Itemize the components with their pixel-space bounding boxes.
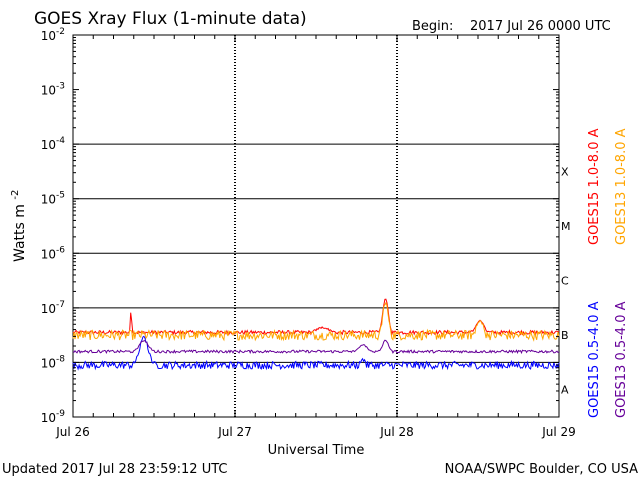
begin-value: 2017 Jul 26 0000 UTC (470, 19, 611, 34)
y-tick-base: 10 (41, 302, 56, 316)
legend-entry-goes13-1-0-8-0-a: GOES13 1.0-8.0 A (614, 128, 629, 245)
y-tick-exponent: -5 (56, 191, 65, 201)
flare-class-c: C (561, 275, 569, 288)
series-line-goes15-0-5-4-0-a (72, 335, 560, 371)
updated-timestamp: Updated 2017 Jul 28 23:59:12 UTC (2, 462, 227, 477)
x-axis-ticks: Jul 26 Jul 27 Jul 28 Jul 29 (55, 35, 576, 439)
flare-class-m: M (561, 220, 571, 233)
flare-class-b: B (561, 329, 569, 342)
y-tick-exponent: -2 (56, 27, 65, 37)
series-line-goes13-0-5-4-0-a (72, 339, 560, 355)
begin-label: Begin: (412, 19, 453, 34)
y-tick-label: 10-9 (41, 409, 66, 425)
y-tick-base: 10 (41, 138, 56, 152)
y-tick-exponent: -9 (56, 409, 65, 419)
y-tick-label: 10-3 (41, 82, 65, 98)
plot-area: 10-210-310-410-510-610-710-810-9 Jul 26 J… (41, 27, 576, 439)
legend-entry-goes15-1-0-8-0-a: GOES15 1.0-8.0 A (587, 128, 602, 245)
source-credit: NOAA/SWPC Boulder, CO USA (445, 462, 638, 477)
plot-frame (72, 34, 560, 418)
y-axis-label-superscript: -2 (10, 190, 21, 200)
y-tick-base: 10 (41, 411, 56, 425)
y-tick-exponent: -4 (56, 136, 65, 146)
y-tick-base: 10 (41, 84, 56, 98)
y-tick-label: 10-8 (41, 354, 66, 370)
y-tick-base: 10 (41, 356, 56, 370)
y-tick-label: 10-2 (41, 27, 65, 43)
y-tick-base: 10 (41, 29, 56, 43)
day-divider-lines (234, 35, 398, 417)
legend-entry-goes15-0-5-4-0-a: GOES15 0.5-4.0 A (587, 301, 602, 418)
series-group (72, 298, 560, 371)
x-tick-label: Jul 27 (217, 425, 252, 439)
legend: GOES15 1.0-8.0 A GOES13 1.0-8.0 A GOES15 0… (587, 128, 629, 418)
x-tick-label: Jul 28 (379, 425, 414, 439)
y-tick-exponent: -8 (56, 354, 65, 364)
chart-title: GOES Xray Flux (1-minute data) (34, 9, 307, 29)
x-tick-label: Jul 26 (55, 425, 90, 439)
y-tick-label: 10-5 (41, 191, 65, 207)
y-axis-label: Watts m -2 (10, 190, 28, 262)
y-axis-ticks: 10-210-310-410-510-610-710-810-9 (41, 27, 559, 425)
y-tick-base: 10 (41, 193, 56, 207)
series-line-goes13-1-0-8-0-a (72, 301, 560, 342)
y-tick-exponent: -6 (56, 245, 65, 255)
x-axis-label: Universal Time (268, 443, 365, 458)
y-tick-base: 10 (41, 247, 56, 261)
y-tick-label: 10-6 (41, 245, 66, 261)
flare-class-x: X (561, 165, 569, 178)
y-tick-label: 10-7 (41, 300, 65, 316)
y-tick-exponent: -7 (56, 300, 65, 310)
x-tick-label: Jul 29 (541, 425, 576, 439)
y-axis-label-text: Watts m (12, 204, 28, 262)
y-tick-label: 10-4 (41, 136, 66, 152)
y-tick-exponent: -3 (56, 82, 65, 92)
flare-class-a: A (561, 384, 569, 397)
flare-class-labels: X M C B A (561, 165, 571, 396)
legend-entry-goes13-0-5-4-0-a: GOES13 0.5-4.0 A (614, 301, 629, 418)
series-line-goes15-1-0-8-0-a (72, 298, 560, 337)
